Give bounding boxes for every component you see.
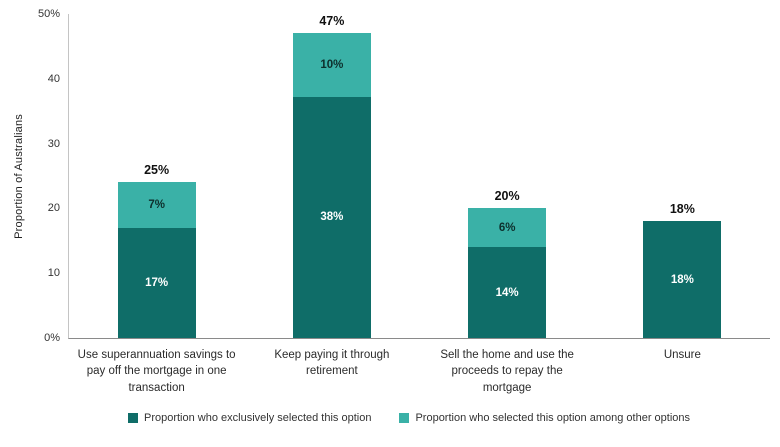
y-tick: 20 [47, 202, 60, 215]
bar-segment-exclusive: 17% [117, 227, 196, 338]
segment-value-label: 18% [670, 273, 694, 286]
y-tick: 40 [47, 72, 60, 85]
y-axis-ticks: 50% 40 30 20 10 0% [30, 8, 68, 344]
bar-segment-exclusive: 38% [292, 96, 371, 338]
bar-total-label: 25% [144, 163, 170, 178]
legend-item: Proportion who selected this option amon… [399, 412, 690, 424]
legend-swatch-exclusive-icon [127, 412, 138, 423]
bar-group: 20% 6% 14% [420, 14, 595, 338]
x-axis-category-label: Keep paying it through retirement [274, 349, 390, 378]
legend: Proportion who exclusively selected this… [48, 412, 770, 424]
segment-value-label: 38% [320, 211, 344, 224]
segment-value-label: 6% [498, 221, 516, 234]
x-axis-category-label: Use superannuation savings to pay off th… [77, 349, 236, 394]
bar-group: 47% 10% 38% [244, 14, 419, 338]
plot-area: 25% 7% 17% 47% 10% 38% 20% [68, 14, 770, 339]
segment-value-label: 14% [495, 286, 519, 299]
plot-row: Proportion of Australians 50% 40 30 20 1… [8, 8, 770, 344]
segment-value-label: 17% [145, 276, 169, 289]
legend-label: Proportion who exclusively selected this… [143, 411, 372, 424]
bar-segment-among-others: 6% [468, 208, 547, 248]
x-axis-labels: Use superannuation savings to pay off th… [69, 339, 770, 396]
y-axis-title-wrap: Proportion of Australians [8, 14, 30, 338]
bar-total-label: 20% [494, 189, 520, 204]
legend-item: Proportion who exclusively selected this… [127, 411, 372, 424]
legend-swatch-among-icon [399, 412, 410, 423]
y-tick: 50% [37, 8, 60, 20]
bar-group: 18% 18% [595, 14, 770, 338]
legend-label: Proportion who selected this option amon… [415, 411, 691, 424]
bar-segment-among-others: 10% [292, 33, 371, 97]
y-tick: 10 [47, 267, 60, 280]
segment-value-label: 7% [148, 199, 165, 212]
bar-total-label: 18% [669, 202, 695, 217]
x-axis-category-label: Sell the home and use the proceeds to re… [440, 349, 574, 394]
segment-value-label: 10% [320, 58, 344, 71]
x-axis-category-label: Unsure [663, 349, 701, 361]
y-tick: 0% [44, 332, 60, 344]
bar-total-label: 47% [319, 14, 345, 28]
y-tick: 30 [47, 137, 60, 150]
bar-segment-exclusive: 14% [468, 247, 547, 338]
bar-segment-among-others: 7% [117, 182, 196, 228]
y-axis-title: Proportion of Australians [13, 113, 25, 239]
bar-segment-exclusive: 18% [643, 221, 722, 338]
bar-group: 25% 7% 17% [69, 14, 244, 338]
